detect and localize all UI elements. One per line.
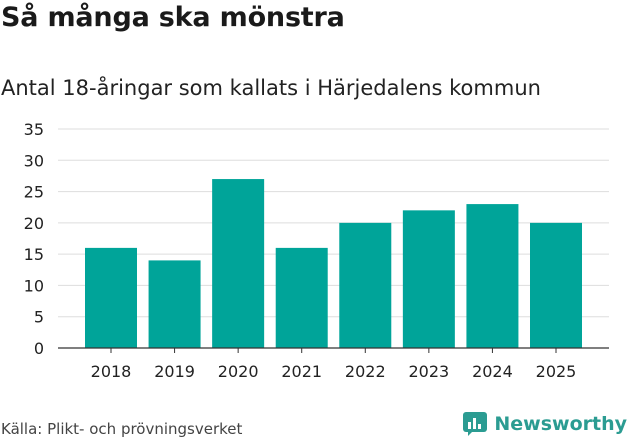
y-tick-label: 35 (24, 120, 44, 139)
x-tick-label: 2018 (91, 362, 132, 381)
bar-2018 (85, 247, 137, 348)
y-tick-label: 0 (34, 339, 44, 358)
gridlines (58, 128, 609, 318)
x-tick-label: 2019 (154, 362, 195, 381)
bar-2020 (212, 179, 265, 348)
bar-2025 (530, 222, 582, 348)
y-tick-label: 15 (24, 245, 44, 264)
y-tick-label: 10 (24, 276, 44, 295)
y-tick-label: 20 (24, 214, 44, 233)
x-tick-label: 2023 (408, 362, 449, 381)
x-tick-label: 2022 (345, 362, 386, 381)
bar-2024 (466, 204, 519, 348)
y-axis-ticks: 0 5 10 15 20 25 30 35 (24, 120, 44, 358)
y-tick-label: 5 (34, 308, 44, 327)
x-axis-ticks: 2018 2019 2020 2021 2022 2023 2024 2025 (91, 348, 577, 381)
brand-logo: Newsworthy (462, 411, 627, 437)
bar-2021 (275, 247, 328, 348)
x-tick-label: 2024 (472, 362, 513, 381)
y-tick-label: 30 (24, 151, 44, 170)
newsworthy-logo-icon (463, 412, 488, 436)
chart-title: Så många ska mönstra (1, 2, 345, 33)
brand-name: Newsworthy (494, 413, 627, 435)
chart-subtitle: Antal 18-åringar som kallats i Härjedale… (1, 76, 541, 100)
bars (85, 179, 582, 348)
x-tick-label: 2021 (281, 362, 322, 381)
x-tick-label: 2025 (536, 362, 577, 381)
bar-2019 (148, 260, 201, 348)
source-note: Källa: Plikt- och prövningsverket (1, 420, 243, 438)
bar-2023 (402, 210, 455, 348)
x-tick-label: 2020 (218, 362, 259, 381)
bar-2022 (339, 222, 392, 348)
y-tick-label: 25 (24, 183, 44, 202)
